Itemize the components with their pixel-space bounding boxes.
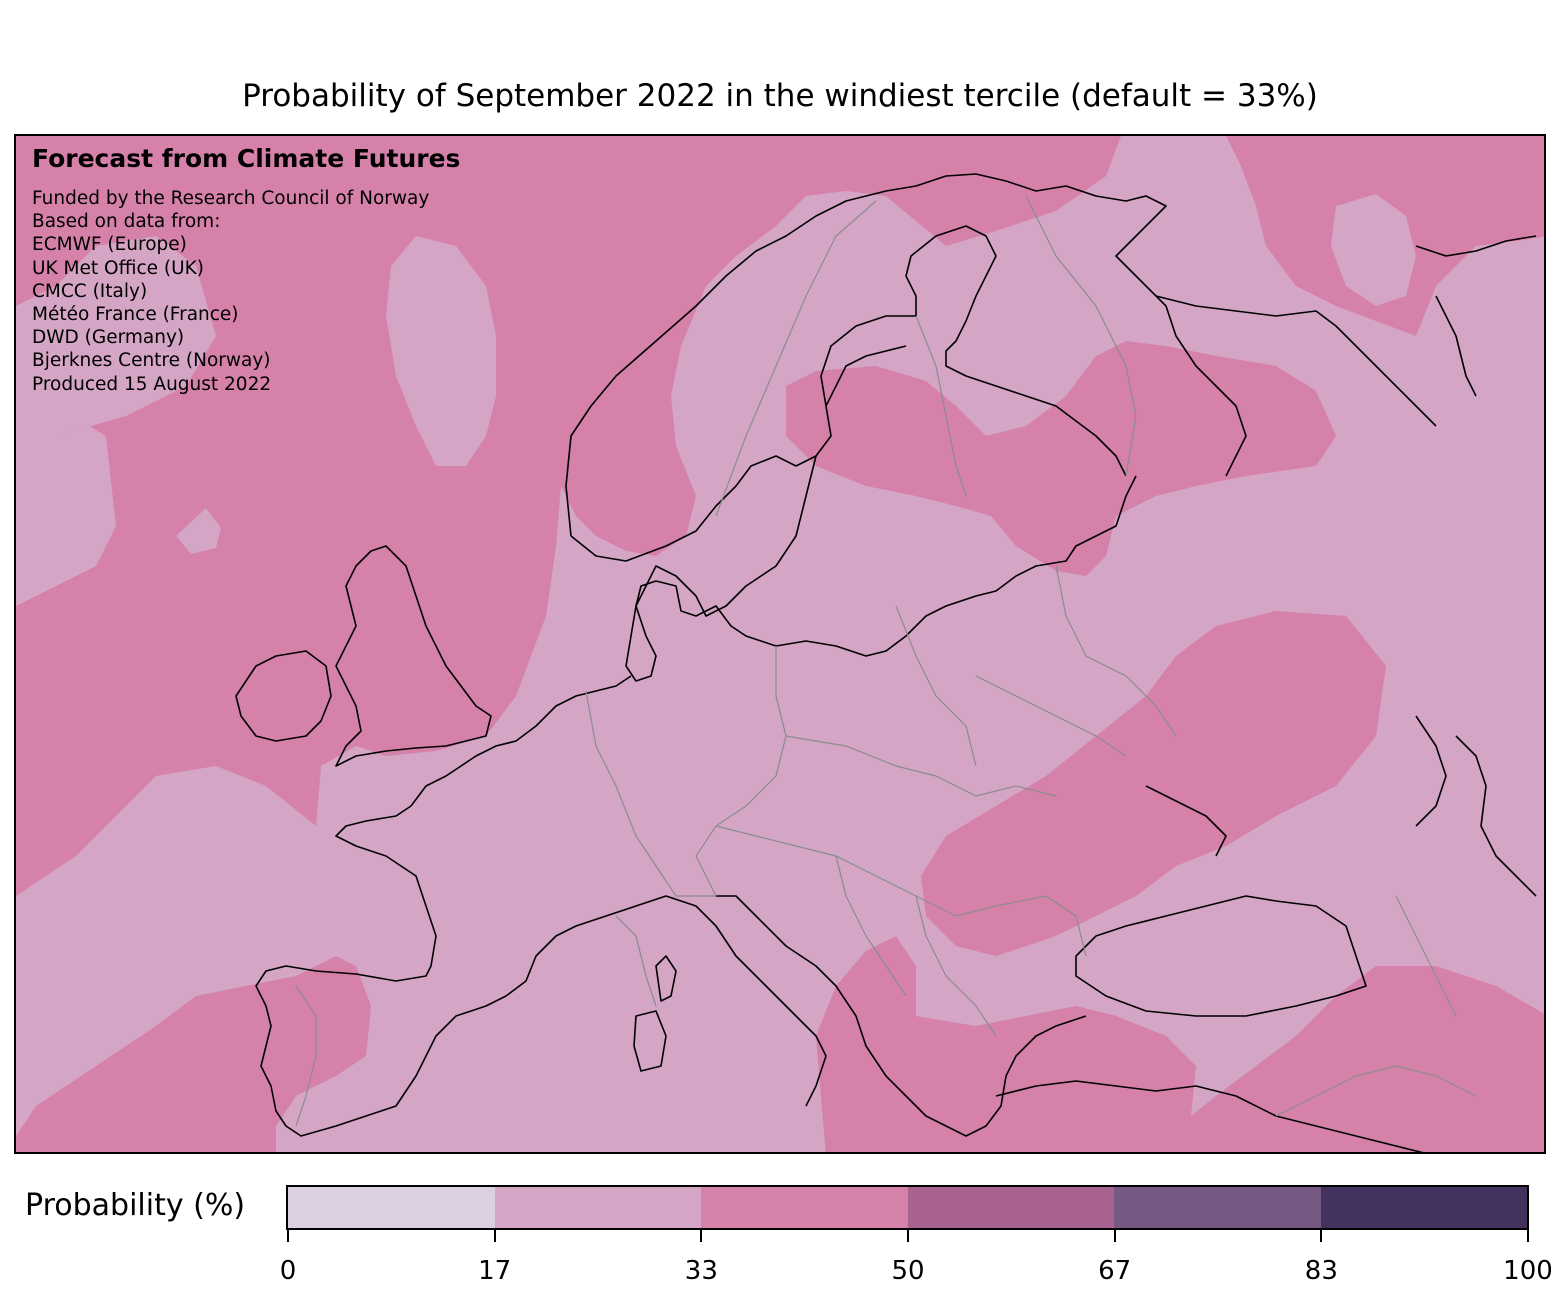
colorbar-segment [701,1187,908,1228]
caption-line: Météo France (France) [32,304,239,326]
caption-line: DWD (Germany) [32,327,185,349]
colorbar-tick-label: 83 [1304,1256,1338,1286]
colorbar-ticks: 0 17 33 50 67 83 100 [280,1230,1553,1290]
colorbar-segment [1114,1187,1321,1228]
colorbar-segment [494,1187,701,1228]
colorbar [286,1185,1529,1230]
colorbar-label: Probability (%) [25,1188,246,1223]
colorbar-tick-label: 0 [279,1256,297,1286]
colorbar-tick-label: 67 [1098,1256,1132,1286]
coastlines [235,173,1537,1152]
colorbar-segment [288,1187,495,1228]
map-title: Probability of September 2022 in the win… [242,78,1318,114]
caption-line: Funded by the Research Council of Norway [32,188,430,209]
caption-line: Produced 15 August 2022 [32,373,272,395]
caption-heading: Forecast from Climate Futures [32,144,461,173]
caption-line: CMCC (Italy) [32,280,148,302]
colorbar-tick-label: 50 [891,1256,925,1286]
caption-line: UK Met Office (UK) [32,257,205,279]
colorbar-segment [1320,1187,1527,1228]
colorbar-segment [907,1187,1114,1228]
probability-band-17-33-patches [16,194,1416,554]
colorbar-tick-label: 17 [478,1256,512,1286]
caption-lines: Funded by the Research Council of Norway… [32,187,460,396]
map-panel: Forecast from Climate Futures Funded by … [14,134,1546,1154]
forecast-caption: Forecast from Climate Futures Funded by … [32,144,460,396]
caption-line: ECMWF (Europe) [32,234,187,256]
caption-line: Based on data from: [32,211,221,233]
colorbar-tick-label: 100 [1503,1256,1553,1286]
probability-band-33-50 [16,136,1544,1152]
country-borders [295,195,1477,1127]
caption-line: Bjerknes Centre (Norway) [32,350,271,372]
colorbar-tick-label: 33 [684,1256,718,1286]
europe-map [16,136,1544,1152]
